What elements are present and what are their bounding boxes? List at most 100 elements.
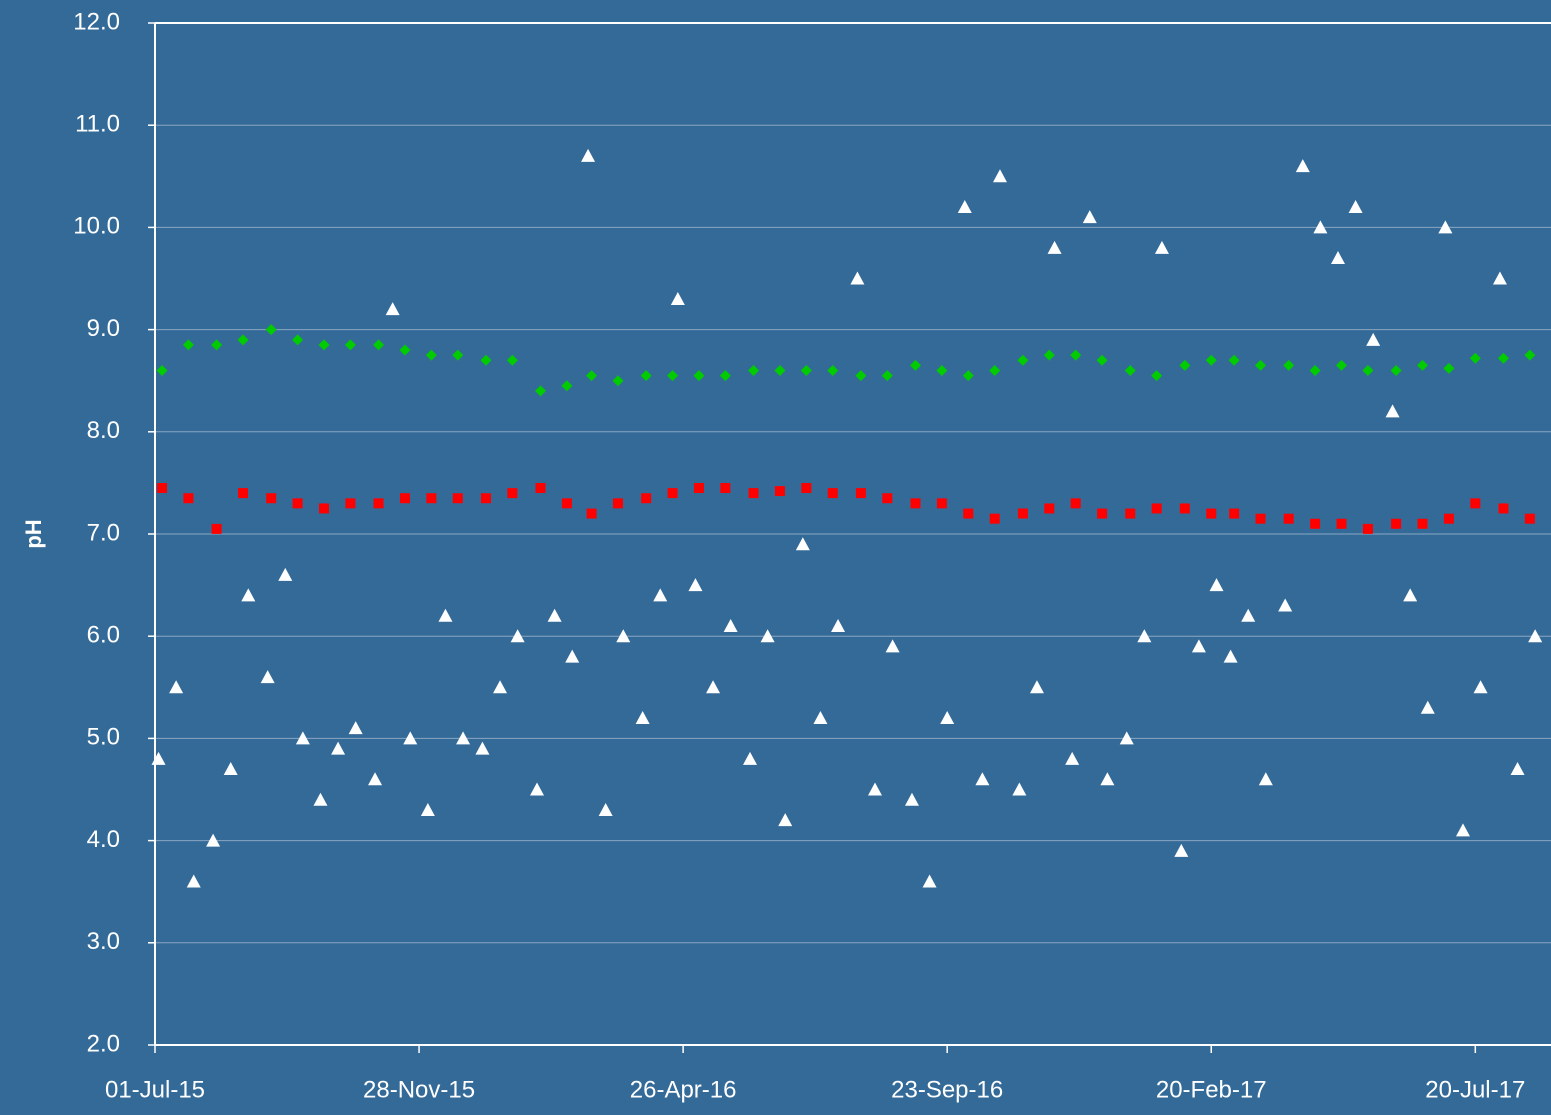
point xyxy=(723,618,738,632)
point xyxy=(1082,210,1097,224)
point xyxy=(1385,404,1400,418)
point xyxy=(1174,843,1189,857)
point xyxy=(1310,518,1321,529)
point xyxy=(868,782,883,796)
point xyxy=(1097,508,1108,519)
point xyxy=(1524,513,1535,524)
point xyxy=(640,370,652,382)
point xyxy=(426,493,437,504)
point xyxy=(616,629,631,643)
point xyxy=(438,608,453,622)
point xyxy=(292,334,304,346)
point xyxy=(855,370,867,382)
point xyxy=(565,649,580,663)
point xyxy=(223,762,238,776)
point xyxy=(295,731,310,745)
point xyxy=(535,385,547,397)
point xyxy=(1017,508,1028,519)
point xyxy=(1241,608,1256,622)
point xyxy=(1223,649,1238,663)
point xyxy=(1125,508,1136,519)
point xyxy=(989,513,1000,524)
point xyxy=(1510,762,1525,776)
point xyxy=(1258,772,1273,786)
point xyxy=(530,782,545,796)
point xyxy=(774,364,786,376)
point xyxy=(748,364,760,376)
point xyxy=(598,802,613,816)
point xyxy=(612,375,624,387)
point xyxy=(992,169,1007,183)
point xyxy=(266,493,277,504)
point xyxy=(206,833,221,847)
x-tick-label: 23-Sep-16 xyxy=(891,1076,1003,1103)
point xyxy=(1191,639,1206,653)
point xyxy=(182,339,194,351)
point xyxy=(1179,359,1191,371)
point xyxy=(425,349,437,361)
point xyxy=(693,370,705,382)
point xyxy=(778,813,793,827)
point xyxy=(827,364,839,376)
point xyxy=(1012,782,1027,796)
point xyxy=(313,792,328,806)
point xyxy=(480,493,491,504)
point xyxy=(480,354,492,366)
point xyxy=(1455,823,1470,837)
point xyxy=(561,380,573,392)
point xyxy=(1497,352,1509,364)
point xyxy=(586,508,597,519)
point xyxy=(963,508,974,519)
point xyxy=(1348,199,1363,213)
point xyxy=(910,498,921,509)
x-tick-label: 01-Jul-15 xyxy=(105,1076,205,1103)
point xyxy=(667,370,679,382)
point xyxy=(1228,354,1240,366)
y-tick-label: 2.0 xyxy=(87,1030,120,1057)
point xyxy=(1443,362,1455,374)
point xyxy=(399,493,410,504)
point xyxy=(1179,503,1190,514)
point xyxy=(922,874,937,888)
point xyxy=(1336,359,1348,371)
point xyxy=(373,339,385,351)
point xyxy=(975,772,990,786)
point xyxy=(420,802,435,816)
point xyxy=(1390,364,1402,376)
point xyxy=(452,349,464,361)
point xyxy=(909,359,921,371)
point xyxy=(882,493,893,504)
point xyxy=(904,792,919,806)
point xyxy=(1065,751,1080,765)
point xyxy=(452,493,463,504)
point xyxy=(1124,364,1136,376)
y-tick-label: 7.0 xyxy=(87,519,120,546)
point xyxy=(1283,359,1295,371)
y-tick-label: 6.0 xyxy=(87,622,120,649)
point xyxy=(760,629,775,643)
point xyxy=(1100,772,1115,786)
point xyxy=(795,537,810,551)
point xyxy=(510,629,525,643)
point xyxy=(1029,680,1044,694)
point xyxy=(720,483,731,494)
point xyxy=(1443,513,1454,524)
point xyxy=(368,772,383,786)
point xyxy=(1498,503,1509,514)
point xyxy=(1154,240,1169,254)
point xyxy=(238,488,249,499)
point xyxy=(667,488,678,499)
point xyxy=(1362,523,1373,534)
point xyxy=(1330,251,1345,265)
point xyxy=(345,498,356,509)
point xyxy=(385,302,400,316)
point xyxy=(1044,503,1055,514)
point xyxy=(1255,359,1267,371)
point xyxy=(1295,159,1310,173)
point xyxy=(635,710,650,724)
point xyxy=(827,488,838,499)
point xyxy=(535,483,546,494)
point xyxy=(688,578,703,592)
point xyxy=(211,523,222,534)
